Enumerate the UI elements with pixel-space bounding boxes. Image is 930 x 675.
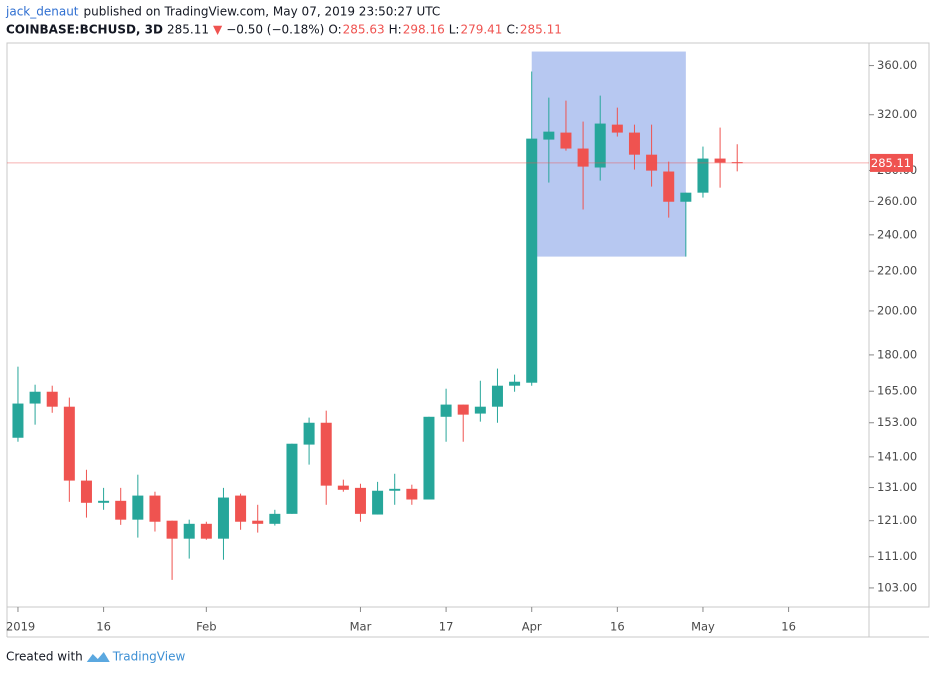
candle-body bbox=[714, 158, 726, 163]
x-tick-label: Feb bbox=[196, 620, 216, 634]
candle-body bbox=[166, 520, 178, 539]
candle-body bbox=[543, 131, 555, 140]
x-tick-label: Mar bbox=[350, 620, 372, 634]
candle-body bbox=[680, 192, 692, 202]
y-tick-label: 121.00 bbox=[877, 513, 917, 527]
candle-body bbox=[354, 487, 366, 514]
y-tick-label: 220.00 bbox=[877, 264, 917, 278]
candle-body bbox=[389, 488, 401, 491]
candle-body bbox=[372, 490, 384, 515]
candle-body bbox=[132, 495, 144, 520]
y-tick-label: 111.00 bbox=[877, 549, 917, 563]
y-tick-label: 103.00 bbox=[877, 580, 917, 594]
x-tick-label: 16 bbox=[610, 620, 625, 634]
x-tick-label: 17 bbox=[439, 620, 454, 634]
candle-body bbox=[252, 520, 264, 524]
candle-body bbox=[560, 132, 572, 149]
published-note: published on TradingView.com, May 07, 20… bbox=[84, 5, 441, 19]
candle-body bbox=[98, 500, 110, 503]
candle-body bbox=[457, 404, 469, 415]
y-tick-label: 240.00 bbox=[877, 227, 917, 241]
brand-logo bbox=[86, 652, 110, 662]
candle-body bbox=[320, 422, 332, 486]
candle-body bbox=[12, 403, 24, 438]
ohlc-value: 298.16 bbox=[403, 23, 445, 37]
y-tick-label: 360.00 bbox=[877, 58, 917, 72]
last-price: 285.11 bbox=[167, 23, 209, 37]
candle-body bbox=[80, 480, 92, 503]
ohlc-prefix: H: bbox=[389, 23, 402, 37]
candle-body bbox=[509, 381, 521, 386]
ohlc-prefix: L: bbox=[449, 23, 460, 37]
candle-body bbox=[663, 171, 675, 202]
candle-body bbox=[594, 123, 606, 168]
candle-body bbox=[406, 488, 418, 500]
price-label: 285.11 bbox=[871, 156, 911, 170]
candle-body bbox=[46, 391, 58, 407]
ohlc-value: 285.11 bbox=[520, 23, 562, 37]
candle-body bbox=[149, 495, 161, 522]
candle-body bbox=[731, 162, 743, 164]
y-tick-label: 141.00 bbox=[877, 449, 917, 463]
symbol: COINBASE:BCHUSD, 3D bbox=[6, 23, 163, 37]
candle-body bbox=[474, 406, 486, 414]
price-label-box bbox=[870, 153, 913, 172]
candle-body bbox=[440, 404, 452, 417]
author-link[interactable]: jack_denaut bbox=[5, 5, 79, 19]
y-tick-label: 180.00 bbox=[877, 347, 917, 361]
change-arrow: ▼ bbox=[213, 23, 223, 37]
candle-body bbox=[697, 158, 709, 193]
change: −0.50 (−0.18%) bbox=[226, 23, 324, 37]
candle-body bbox=[200, 523, 212, 539]
candle-body bbox=[235, 495, 247, 522]
candle-body bbox=[526, 138, 538, 383]
y-tick-label: 165.00 bbox=[877, 384, 917, 398]
candle-body bbox=[646, 154, 658, 171]
y-tick-label: 320.00 bbox=[877, 107, 917, 121]
candle-body bbox=[286, 443, 298, 514]
ohlc-prefix: C: bbox=[506, 23, 518, 37]
highlight-box bbox=[531, 51, 686, 257]
candle-body bbox=[29, 391, 41, 404]
footer-created: Created with bbox=[6, 650, 83, 664]
candle-body bbox=[183, 523, 195, 539]
candle-body bbox=[611, 124, 623, 133]
candle-body bbox=[491, 385, 503, 407]
candle-body bbox=[577, 148, 589, 167]
footer-brand[interactable]: TradingView bbox=[112, 650, 186, 664]
x-tick-label: 16 bbox=[781, 620, 796, 634]
candle-body bbox=[269, 513, 281, 524]
candle-body bbox=[63, 406, 75, 481]
y-tick-label: 260.00 bbox=[877, 194, 917, 208]
x-tick-label: Apr bbox=[522, 620, 542, 634]
x-tick-label: 16 bbox=[96, 620, 111, 634]
x-tick-label: May bbox=[691, 620, 715, 634]
ohlc-prefix: O: bbox=[328, 23, 341, 37]
candle-body bbox=[115, 500, 127, 520]
y-tick-label: 153.00 bbox=[877, 415, 917, 429]
candle-body bbox=[628, 132, 640, 155]
x-tick-label: 2019 bbox=[6, 620, 35, 634]
candle-body bbox=[217, 497, 229, 539]
candle-body bbox=[337, 485, 349, 490]
candle-body bbox=[303, 422, 315, 445]
candle-body bbox=[423, 416, 435, 500]
y-tick-label: 200.00 bbox=[877, 303, 917, 317]
ohlc-value: 285.63 bbox=[343, 23, 385, 37]
ohlc-value: 279.41 bbox=[460, 23, 502, 37]
plot-frame bbox=[6, 42, 930, 608]
y-tick-label: 131.00 bbox=[877, 480, 917, 494]
